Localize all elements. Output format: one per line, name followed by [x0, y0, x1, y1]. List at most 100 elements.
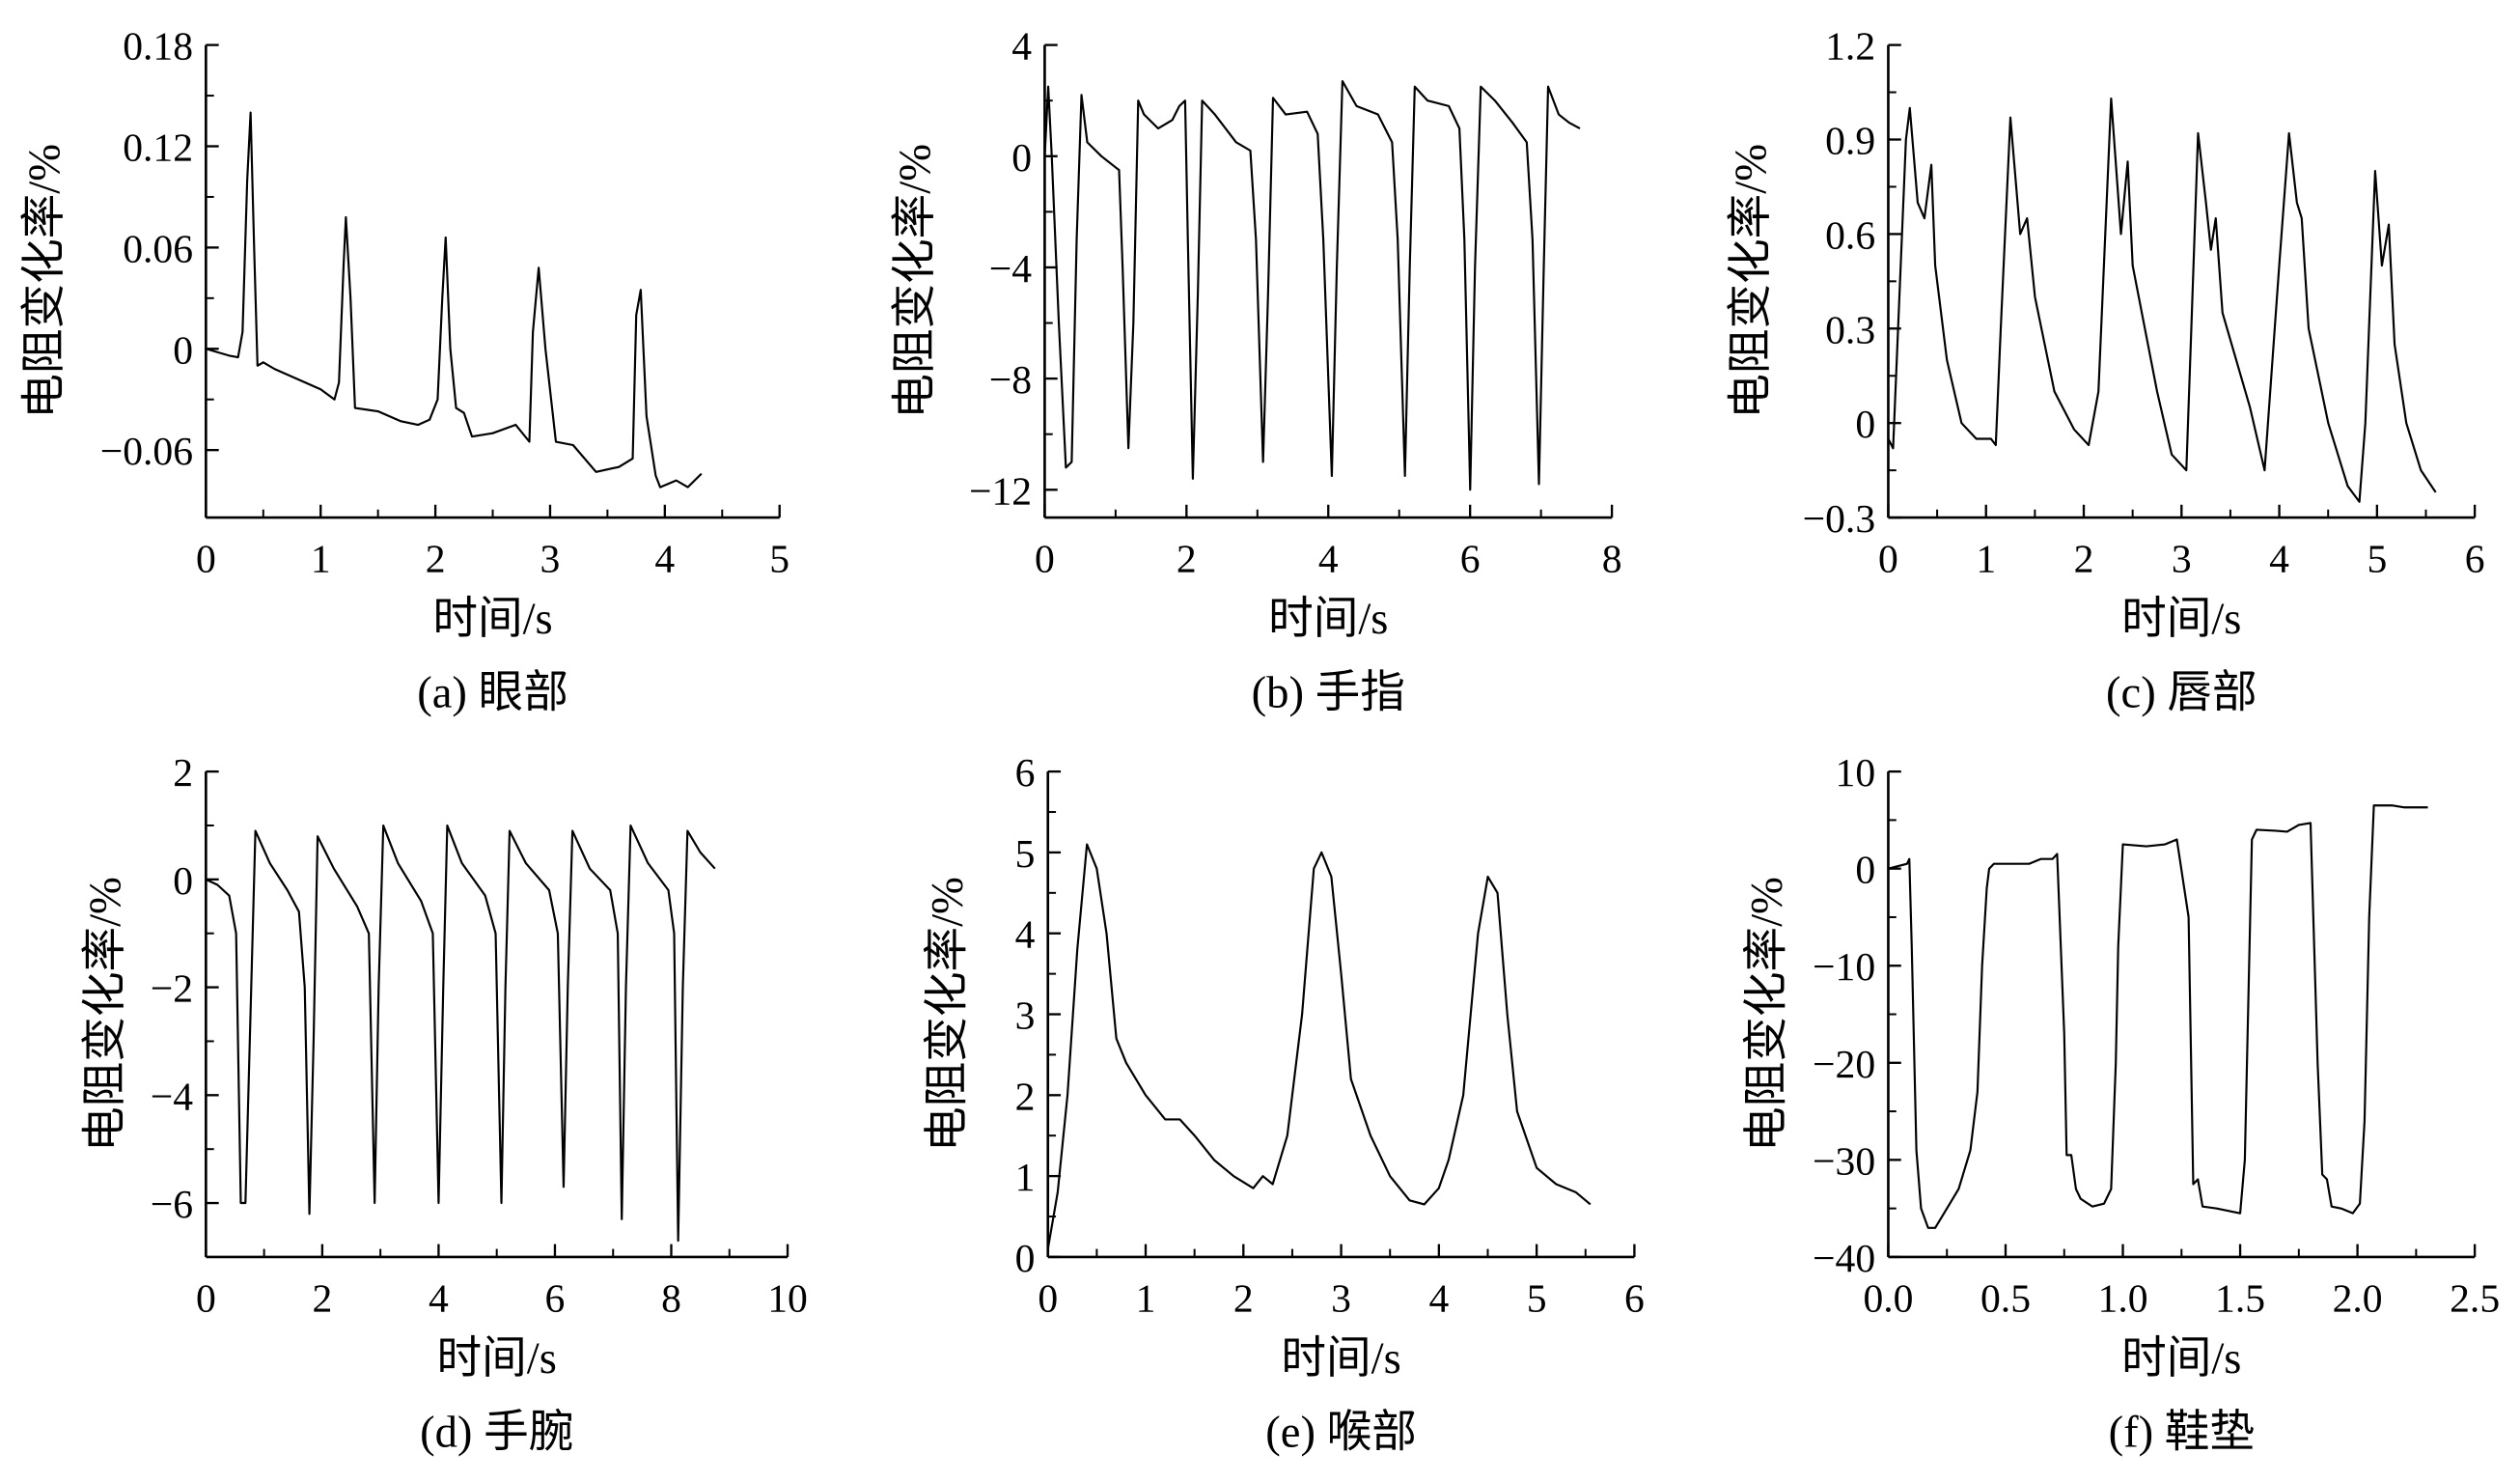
y-tick-label: 0	[1011, 136, 1032, 181]
x-tick-label: 1.5	[2215, 1277, 2265, 1322]
y-tick-label: 0.9	[1825, 119, 1875, 163]
chart-panel-d: 0 2 4 6 8 10 2 0 −2 −4 −6 时间/s (d) 手腕 电阻变化率/%	[80, 751, 808, 1457]
x-tick-label: 5	[1527, 1277, 1547, 1322]
x-axis-label: 时间/s	[437, 1333, 557, 1384]
x-axis-label: 时间/s	[1281, 1333, 1400, 1384]
y-tick-label: 5	[1015, 832, 1036, 877]
y-tick-label: 0.06	[123, 227, 193, 271]
x-tick-label: 4	[1318, 538, 1339, 582]
y-tick-label: 1.2	[1825, 25, 1875, 70]
x-tick-label: 8	[661, 1277, 681, 1322]
series-line-a	[206, 111, 703, 489]
panel-caption: (b) 手指	[1252, 668, 1405, 718]
y-tick-label: 0	[1855, 403, 1875, 447]
x-tick-label: 0	[1878, 538, 1898, 582]
x-tick-label: 2	[2074, 538, 2094, 582]
y-tick-label: 0.18	[123, 25, 193, 70]
x-tick-label: 2	[1233, 1277, 1254, 1322]
x-axis-label: 时间/s	[2121, 1333, 2241, 1384]
x-tick-label: 4	[429, 1277, 449, 1322]
x-tick-label: 0	[196, 1277, 216, 1322]
y-tick-label: −0.3	[1803, 497, 1875, 542]
y-tick-label: 0.6	[1825, 213, 1875, 258]
y-tick-label: 0	[1015, 1237, 1036, 1281]
y-tick-label: −10	[1813, 945, 1875, 990]
x-tick-label: 0	[1038, 1277, 1058, 1322]
x-tick-label: 1.0	[2098, 1277, 2148, 1322]
y-axis-label: 电阻变化率/%	[890, 144, 940, 419]
y-tick-label: −6	[151, 1183, 193, 1227]
x-tick-label: 0.5	[1980, 1277, 2031, 1322]
x-tick-label: 6	[1624, 1277, 1645, 1322]
x-tick-label: 0.0	[1863, 1277, 1913, 1322]
y-tick-label: 10	[1836, 751, 1876, 796]
series-line-d	[205, 824, 716, 1243]
y-tick-label: 6	[1015, 751, 1036, 796]
y-tick-label: 0	[173, 328, 193, 373]
chart-panel-f: 0.0 0.5 1.0 1.5 2.0 2.5 10 0 −10 −20 −30 −40 时间/s (f)…	[1742, 751, 2501, 1457]
y-tick-label: 2	[173, 751, 193, 796]
x-axis-label: 时间/s	[1268, 594, 1388, 644]
y-tick-label: 4	[1015, 913, 1036, 958]
x-tick-label: 1	[1136, 1277, 1156, 1322]
y-tick-label: −12	[969, 469, 1032, 514]
chart-panel-e: 0 1 2 3 4 5 6 6 5 4 3 2 1 0 时间/s (e) 喉部 电阻变化率/%	[923, 751, 1645, 1457]
y-tick-label: −2	[151, 967, 193, 1012]
x-axis-label: 时间/s	[432, 594, 552, 644]
y-tick-label: −30	[1813, 1139, 1875, 1184]
x-tick-label: 10	[767, 1277, 808, 1322]
x-tick-label: 2	[426, 538, 446, 582]
panel-caption: (f) 鞋垫	[2109, 1407, 2255, 1457]
y-tick-label: −8	[989, 358, 1032, 403]
x-tick-label: 5	[769, 538, 789, 582]
y-tick-label: 0	[173, 859, 193, 904]
y-tick-label: −4	[151, 1075, 193, 1119]
x-tick-label: 2.0	[2333, 1277, 2383, 1322]
x-tick-label: 3	[1331, 1277, 1351, 1322]
x-tick-label: 0	[196, 538, 216, 582]
x-tick-label: 3	[2172, 538, 2192, 582]
x-tick-label: 3	[540, 538, 561, 582]
series-line-c	[1887, 97, 2437, 503]
series-line-f	[1888, 804, 2428, 1229]
y-tick-label: 3	[1015, 994, 1036, 1039]
x-tick-label: 4	[1428, 1277, 1449, 1322]
x-tick-label: 8	[1602, 538, 1622, 582]
chart-panel-b: 0 2 4 6 8 4 0 −4 −8 −12 时间/s (b) 手指 电阻变化率/%	[890, 25, 1621, 718]
y-axis-label: 电阻变化率/%	[1742, 877, 1792, 1152]
panel-caption: (a) 眼部	[417, 668, 568, 718]
x-tick-label: 6	[1460, 538, 1481, 582]
y-tick-label: 4	[1011, 25, 1032, 70]
y-tick-label: 2	[1015, 1075, 1036, 1119]
series-line-b	[1043, 79, 1581, 491]
x-tick-label: 2	[1177, 538, 1197, 582]
y-tick-label: 0.12	[123, 126, 193, 170]
x-tick-label: 5	[2367, 538, 2387, 582]
x-tick-label: 2.5	[2450, 1277, 2500, 1322]
y-tick-label: −40	[1813, 1237, 1875, 1281]
panel-caption: (e) 喉部	[1265, 1407, 1417, 1457]
x-tick-label: 4	[654, 538, 675, 582]
chart-panel-c: 0 1 2 3 4 5 61.20.90.60.30−0.3时间/s(c) 唇部电阻变化率/…	[1726, 25, 2485, 718]
panel-caption: (d) 手腕	[420, 1407, 573, 1457]
y-axis-label: 电阻变化率/%	[1726, 144, 1776, 419]
y-tick-label: −0.06	[100, 430, 193, 474]
x-tick-label: 4	[2269, 538, 2289, 582]
chart-panel-a: 0 1 2 3 4 5 0.18 0.12 0.06 0 −0.06 时间/s (a) 眼部 电阻变化率/…	[19, 25, 789, 718]
x-tick-label: 2	[312, 1277, 332, 1322]
y-tick-label: 0	[1855, 849, 1875, 893]
x-tick-label: 1	[1976, 538, 1996, 582]
x-tick-label: 6	[2465, 538, 2485, 582]
y-axis-label: 电阻变化率/%	[923, 877, 973, 1152]
y-tick-label: 1	[1015, 1156, 1036, 1200]
y-tick-label: −4	[989, 247, 1032, 292]
y-tick-label: −20	[1813, 1043, 1875, 1087]
series-line-e	[1046, 843, 1592, 1249]
panel-caption: (c) 唇部	[2106, 668, 2257, 718]
y-tick-label: 0.3	[1825, 308, 1875, 352]
y-axis-label: 电阻变化率/%	[80, 877, 130, 1152]
x-tick-label: 6	[545, 1277, 566, 1322]
x-tick-label: 1	[311, 538, 331, 582]
x-axis-label: 时间/s	[2121, 594, 2241, 644]
